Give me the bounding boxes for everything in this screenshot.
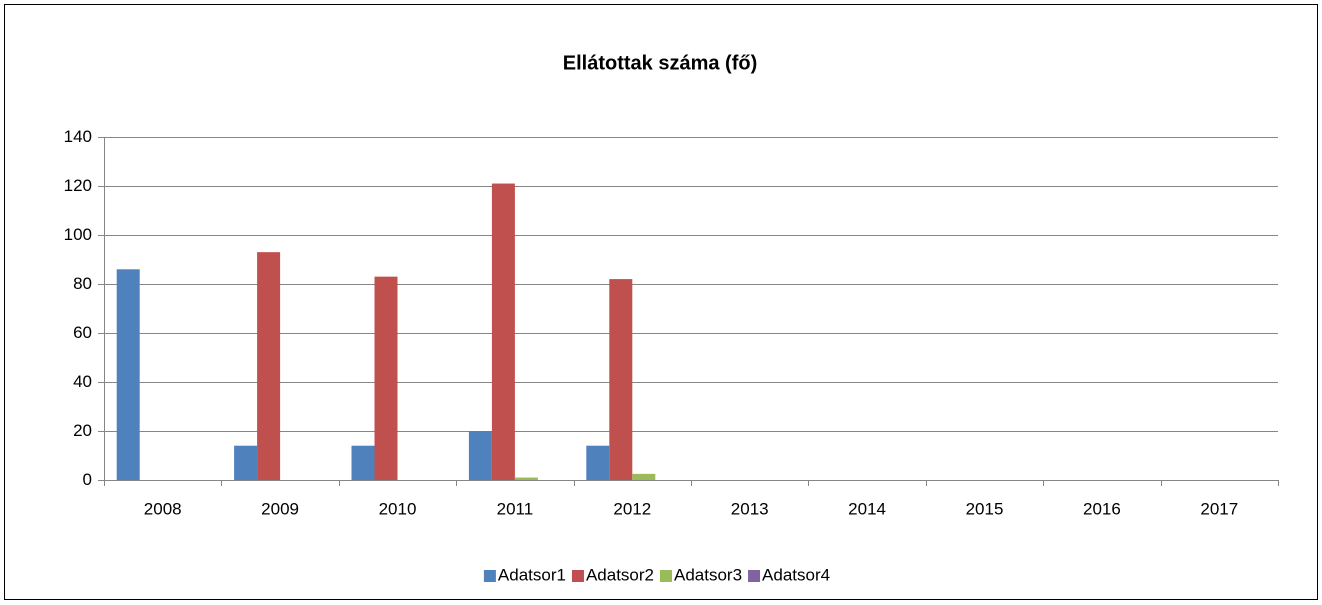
x-tick-label: 2011 [497,499,534,518]
legend-swatch [748,570,761,582]
legend-swatch [660,570,672,582]
x-tick-label: 2008 [144,499,182,518]
x-tick-label: 2009 [261,499,299,518]
y-tick-label: 20 [73,421,92,440]
legend-label: Adatsor2 [586,565,654,584]
x-tick-label: 2017 [1200,499,1238,518]
legend-label: Adatsor4 [762,565,830,584]
bar [514,477,538,480]
bar [609,279,633,480]
chart-title: Ellátottak száma (fő) [563,52,757,74]
y-tick-label: 100 [64,225,92,244]
bar [234,445,258,480]
y-tick-label: 80 [73,274,92,293]
bar [116,269,140,480]
y-tick-label: 40 [73,372,92,391]
y-tick-label: 60 [73,323,92,342]
bar [468,431,492,480]
legend-label: Adatsor3 [674,565,742,584]
bar [491,183,515,481]
x-tick-label: 2016 [1083,499,1121,518]
y-tick-label: 120 [64,176,92,195]
bar [374,276,398,480]
bar [586,445,610,480]
legend-swatch [571,570,584,582]
x-tick-label: 2014 [848,499,886,518]
legend-label: Adatsor1 [498,565,566,584]
x-tick-label: 2015 [966,499,1004,518]
bar [632,473,656,480]
x-tick-label: 2013 [731,499,769,518]
legend-swatch [483,570,496,582]
chart-border [4,4,1318,600]
y-tick-label: 0 [83,470,92,489]
bar [257,252,281,480]
bar [351,445,375,480]
y-tick-label: 140 [64,127,92,146]
x-tick-label: 2010 [379,499,417,518]
x-tick-label: 2012 [613,499,651,518]
